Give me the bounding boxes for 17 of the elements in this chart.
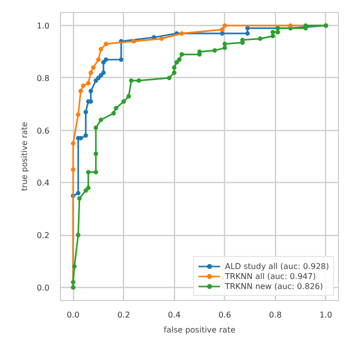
y-tick-label: 0.2 xyxy=(36,231,50,240)
y-tick-label: 0.6 xyxy=(36,126,50,136)
x-tick-label: 0.2 xyxy=(117,310,130,320)
x-tick-label: 0.4 xyxy=(168,310,181,320)
y-tick-label: 0.8 xyxy=(36,74,50,83)
y-axis-title: true positive rate xyxy=(20,122,29,192)
x-tick-label: 0.8 xyxy=(268,310,282,320)
y-tick-label: 0.4 xyxy=(36,178,50,188)
y-tick-label: 1.0 xyxy=(36,22,50,31)
legend-label: TRKNN all (auc: 0.947) xyxy=(224,271,316,281)
x-tick-label: 0.0 xyxy=(66,310,80,320)
x-tick-label: 1.0 xyxy=(320,310,332,320)
legend-label: ALD study all (auc: 0.928) xyxy=(224,261,329,271)
legend-label: TRKNN new (auc: 0.826) xyxy=(224,281,324,291)
y-tick-label: 0.0 xyxy=(36,283,50,292)
x-tick-label: 0.6 xyxy=(218,310,232,320)
x-axis-title: false positive rate xyxy=(164,326,236,334)
